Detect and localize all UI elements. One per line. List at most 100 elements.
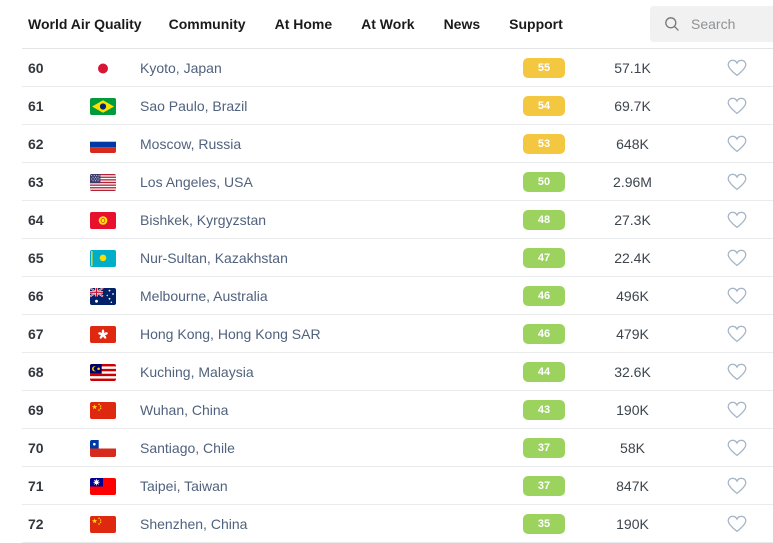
- aqi-badge: 37: [523, 476, 565, 496]
- rank: 69: [28, 402, 44, 418]
- city-link[interactable]: Moscow, Russia: [140, 136, 242, 152]
- city-link[interactable]: Wuhan, China: [140, 402, 229, 418]
- city-ranking-table: 60 Kyoto, Japan 55 57.1K 61 Sao Paulo, B…: [0, 49, 773, 543]
- nav-item-news[interactable]: News: [443, 16, 481, 32]
- heart-icon: [727, 173, 746, 191]
- follow-heart-button[interactable]: [700, 135, 773, 153]
- followers-count: 57.1K: [614, 60, 651, 76]
- search-input[interactable]: [689, 15, 763, 33]
- aqi-badge: 47: [523, 248, 565, 268]
- follow-heart-button[interactable]: [700, 477, 773, 495]
- nav-item-world-air-quality[interactable]: World Air Quality: [28, 16, 142, 32]
- aqi-badge: 46: [523, 324, 565, 344]
- heart-icon: [727, 249, 746, 267]
- rank: 64: [28, 212, 44, 228]
- follow-heart-button[interactable]: [700, 211, 773, 229]
- rank: 71: [28, 478, 44, 494]
- heart-icon: [727, 287, 746, 305]
- followers-count: 58K: [620, 440, 645, 456]
- kazakhstan-flag-icon: [90, 249, 116, 267]
- follow-heart-button[interactable]: [700, 401, 773, 419]
- table-row[interactable]: 63 Los Angeles, USA 50 2.96M: [0, 163, 773, 201]
- city-link[interactable]: Hong Kong, Hong Kong SAR: [140, 326, 321, 342]
- rank: 60: [28, 60, 44, 76]
- follow-heart-button[interactable]: [700, 59, 773, 77]
- australia-flag-icon: [90, 287, 116, 305]
- city-link[interactable]: Melbourne, Australia: [140, 288, 268, 304]
- city-link[interactable]: Santiago, Chile: [140, 440, 235, 456]
- aqi-badge: 55: [523, 58, 565, 78]
- city-link[interactable]: Shenzhen, China: [140, 516, 248, 532]
- table-row[interactable]: 69 Wuhan, China 43 190K: [0, 391, 773, 429]
- heart-icon: [727, 439, 746, 457]
- follow-heart-button[interactable]: [700, 173, 773, 191]
- followers-count: 22.4K: [614, 250, 651, 266]
- heart-icon: [727, 401, 746, 419]
- table-row[interactable]: 71 Taipei, Taiwan 37 847K: [0, 467, 773, 505]
- nav-item-at-home[interactable]: At Home: [274, 16, 333, 32]
- table-row[interactable]: 65 Nur-Sultan, Kazakhstan 47 22.4K: [0, 239, 773, 277]
- city-link[interactable]: Bishkek, Kyrgyzstan: [140, 212, 267, 228]
- brazil-flag-icon: [90, 97, 116, 115]
- city-link[interactable]: Kuching, Malaysia: [140, 364, 254, 380]
- city-link[interactable]: Kyoto, Japan: [140, 60, 222, 76]
- usa-flag-icon: [90, 173, 116, 191]
- followers-count: 27.3K: [614, 212, 651, 228]
- rank: 61: [28, 98, 44, 114]
- nav-item-support[interactable]: Support: [509, 16, 563, 32]
- table-row[interactable]: 68 Kuching, Malaysia 44 32.6K: [0, 353, 773, 391]
- city-link[interactable]: Sao Paulo, Brazil: [140, 98, 248, 114]
- rank: 62: [28, 136, 44, 152]
- hong-kong-flag-icon: [90, 325, 116, 343]
- china-flag-icon: [90, 515, 116, 533]
- heart-icon: [727, 97, 746, 115]
- aqi-badge: 53: [523, 134, 565, 154]
- heart-icon: [727, 211, 746, 229]
- nav-item-at-work[interactable]: At Work: [361, 16, 415, 32]
- city-link[interactable]: Los Angeles, USA: [140, 174, 253, 190]
- followers-count: 479K: [616, 326, 649, 342]
- heart-icon: [727, 325, 746, 343]
- japan-flag-icon: [90, 59, 116, 77]
- followers-count: 496K: [616, 288, 649, 304]
- table-row[interactable]: 61 Sao Paulo, Brazil 54 69.7K: [0, 87, 773, 125]
- aqi-badge: 37: [523, 438, 565, 458]
- followers-count: 32.6K: [614, 364, 651, 380]
- followers-count: 2.96M: [613, 174, 652, 190]
- aqi-badge: 44: [523, 362, 565, 382]
- table-row[interactable]: 60 Kyoto, Japan 55 57.1K: [0, 49, 773, 87]
- city-link[interactable]: Nur-Sultan, Kazakhstan: [140, 250, 288, 266]
- table-row[interactable]: 62 Moscow, Russia 53 648K: [0, 125, 773, 163]
- heart-icon: [727, 59, 746, 77]
- kyrgyzstan-flag-icon: [90, 211, 116, 229]
- rank: 66: [28, 288, 44, 304]
- follow-heart-button[interactable]: [700, 363, 773, 381]
- rank: 70: [28, 440, 44, 456]
- followers-count: 847K: [616, 478, 649, 494]
- follow-heart-button[interactable]: [700, 287, 773, 305]
- table-row[interactable]: 66 Melbourne, Australia 46 496K: [0, 277, 773, 315]
- taiwan-flag-icon: [90, 477, 116, 495]
- follow-heart-button[interactable]: [700, 249, 773, 267]
- aqi-badge: 46: [523, 286, 565, 306]
- nav-divider: [22, 48, 773, 49]
- aqi-badge: 48: [523, 210, 565, 230]
- rank: 68: [28, 364, 44, 380]
- table-row[interactable]: 70 Santiago, Chile 37 58K: [0, 429, 773, 467]
- table-row[interactable]: 64 Bishkek, Kyrgyzstan 48 27.3K: [0, 201, 773, 239]
- chile-flag-icon: [90, 439, 116, 457]
- heart-icon: [727, 363, 746, 381]
- table-row[interactable]: 72 Shenzhen, China 35 190K: [0, 505, 773, 543]
- nav-item-community[interactable]: Community: [168, 16, 246, 32]
- search-box[interactable]: [650, 6, 773, 42]
- table-row[interactable]: 67 Hong Kong, Hong Kong SAR 46 479K: [0, 315, 773, 353]
- aqi-badge: 50: [523, 172, 565, 192]
- follow-heart-button[interactable]: [700, 325, 773, 343]
- heart-icon: [727, 135, 746, 153]
- follow-heart-button[interactable]: [700, 439, 773, 457]
- follow-heart-button[interactable]: [700, 515, 773, 533]
- follow-heart-button[interactable]: [700, 97, 773, 115]
- followers-count: 69.7K: [614, 98, 651, 114]
- search-icon: [665, 17, 679, 31]
- city-link[interactable]: Taipei, Taiwan: [140, 478, 228, 494]
